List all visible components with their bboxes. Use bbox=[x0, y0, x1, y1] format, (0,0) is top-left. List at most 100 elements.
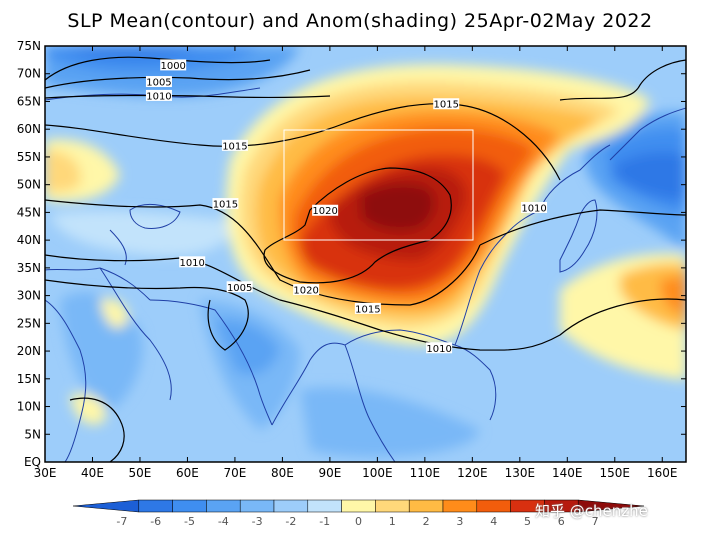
contour-1010-north bbox=[45, 94, 331, 99]
colorbar-label: -2 bbox=[285, 515, 296, 528]
lon-label: 120E bbox=[457, 466, 488, 480]
contour-label-text: 1010 bbox=[146, 91, 171, 102]
contour-label-bg bbox=[145, 76, 172, 88]
colorbar-swatch bbox=[206, 499, 241, 513]
colorbar-swatch bbox=[172, 499, 207, 513]
contour-label-text: 1010 bbox=[426, 344, 451, 355]
colorbar-swatch bbox=[442, 499, 478, 513]
contour-label: 1010 bbox=[426, 342, 453, 355]
lon-label: 140E bbox=[552, 466, 583, 480]
contour-label-text: 1015 bbox=[222, 141, 247, 152]
contour-label-text: 1015 bbox=[213, 200, 238, 211]
contour-1015-north bbox=[45, 103, 561, 181]
colorbar-label: -6 bbox=[150, 515, 161, 528]
shading-pos0-africa bbox=[70, 393, 106, 425]
contour-label-text: 1015 bbox=[355, 304, 380, 315]
lon-label: 40E bbox=[81, 466, 104, 480]
colorbar-label: 6 bbox=[558, 515, 565, 528]
colorbar-swatch bbox=[476, 499, 511, 513]
contour-label-bg bbox=[354, 302, 381, 314]
lon-label: 160E bbox=[647, 466, 678, 480]
contour-label-bg bbox=[293, 284, 320, 296]
lat-label: 60N bbox=[17, 122, 41, 136]
colorbar-label: -7 bbox=[116, 515, 127, 528]
colorbar-label: -5 bbox=[184, 515, 195, 528]
contour-label-text: 1010 bbox=[521, 203, 546, 214]
lat-label: 35N bbox=[17, 261, 41, 275]
contour-label-text: 1005 bbox=[146, 78, 171, 89]
lon-label: 110E bbox=[410, 466, 441, 480]
chart-title: SLP Mean(contour) and Anom(shading) 25Ap… bbox=[67, 10, 653, 32]
colorbar-swatch bbox=[375, 499, 410, 513]
lat-label: 50N bbox=[17, 178, 41, 192]
contour-label-bg bbox=[312, 204, 339, 216]
contour-labels: 1000 1005 1010 1015 1015 1010 1005 1020 1020 1015… bbox=[145, 59, 548, 355]
contour-label: 1015 bbox=[433, 98, 460, 111]
lon-label: 150E bbox=[600, 466, 631, 480]
contour-1010-sw bbox=[69, 397, 125, 462]
contour-1015-mid bbox=[45, 199, 481, 306]
lon-label: 90E bbox=[318, 466, 341, 480]
contour-1005-south bbox=[45, 279, 249, 351]
contour-1020 bbox=[263, 167, 452, 284]
contour-label-text: 1000 bbox=[160, 61, 185, 72]
study-region-box bbox=[283, 129, 474, 241]
lat-label: 20N bbox=[17, 344, 41, 358]
colorbar-label: 3 bbox=[456, 515, 463, 528]
colorbar-label: 4 bbox=[490, 515, 497, 528]
lon-label: 130E bbox=[505, 466, 536, 480]
shading-neg5-northeast bbox=[615, 152, 686, 200]
coastlines bbox=[45, 87, 686, 462]
shading-pos1-west bbox=[45, 150, 81, 193]
lon-label: 100E bbox=[362, 466, 393, 480]
contour-label: 1015 bbox=[354, 302, 381, 315]
map-frame bbox=[44, 45, 687, 463]
contour-1000 bbox=[45, 56, 271, 81]
contour-label-bg bbox=[179, 256, 206, 268]
colorbar-label: -1 bbox=[319, 515, 330, 528]
lat-label: 25N bbox=[17, 316, 41, 330]
longitude-axis: 30E 40E 50E 60E 70E 80E 90E 100E 110E 120E 130E 140… bbox=[34, 46, 678, 480]
lat-label: 40N bbox=[17, 233, 41, 247]
latitude-axis: 75N 70N 65N 60N 55N 50N 45N 40N 35N 30N 25N 20N 15N 1… bbox=[17, 39, 686, 469]
lat-label: EQ bbox=[24, 455, 41, 469]
colorbar-label: 2 bbox=[423, 515, 430, 528]
contour-label: 1015 bbox=[221, 139, 248, 152]
lon-label: 50E bbox=[129, 466, 152, 480]
shading-neg3-ocean bbox=[300, 387, 480, 457]
colorbar-swatch bbox=[239, 499, 275, 513]
watermark-text: 知乎 @chenzhe bbox=[535, 502, 648, 520]
colorbar-label: 7 bbox=[592, 515, 599, 528]
lat-label: 30N bbox=[17, 289, 41, 303]
colorbar-swatch bbox=[138, 499, 173, 513]
contour-label: 1010 bbox=[145, 89, 172, 102]
contour-1010-east bbox=[479, 209, 686, 246]
anomaly-shading: 1000 1005 1010 1015 1015 1010 1005 1020 1020 1015… bbox=[45, 46, 686, 462]
contour-label-text: 1020 bbox=[293, 286, 318, 297]
contour-label-bg bbox=[221, 139, 248, 151]
shading-pos0-arabia bbox=[100, 298, 129, 329]
lon-label: 80E bbox=[271, 466, 294, 480]
colorbar-swatch bbox=[577, 499, 645, 513]
contour-label: 1010 bbox=[521, 201, 548, 214]
contour-label: 1015 bbox=[212, 198, 239, 211]
colorbar-swatch bbox=[307, 499, 342, 513]
contour-label-bg bbox=[226, 281, 253, 293]
contour-label: 1000 bbox=[160, 59, 187, 72]
colorbar-swatch bbox=[341, 499, 376, 513]
lat-label: 15N bbox=[17, 372, 41, 386]
contour-label-text: 1005 bbox=[227, 283, 252, 294]
lon-label: 70E bbox=[223, 466, 246, 480]
colorbar-label: 1 bbox=[389, 515, 396, 528]
colorbar-label: 5 bbox=[524, 515, 531, 528]
lat-label: 45N bbox=[17, 205, 41, 219]
contour-label-bg bbox=[145, 89, 172, 101]
contour-label-bg bbox=[426, 342, 453, 354]
shading-pos7-asia bbox=[360, 183, 435, 232]
contour-1010-mid bbox=[45, 254, 381, 331]
contour-label: 1020 bbox=[293, 284, 320, 297]
lon-label: 60E bbox=[176, 466, 199, 480]
contour-label-bg bbox=[212, 198, 239, 210]
contour-label-bg bbox=[521, 201, 548, 213]
